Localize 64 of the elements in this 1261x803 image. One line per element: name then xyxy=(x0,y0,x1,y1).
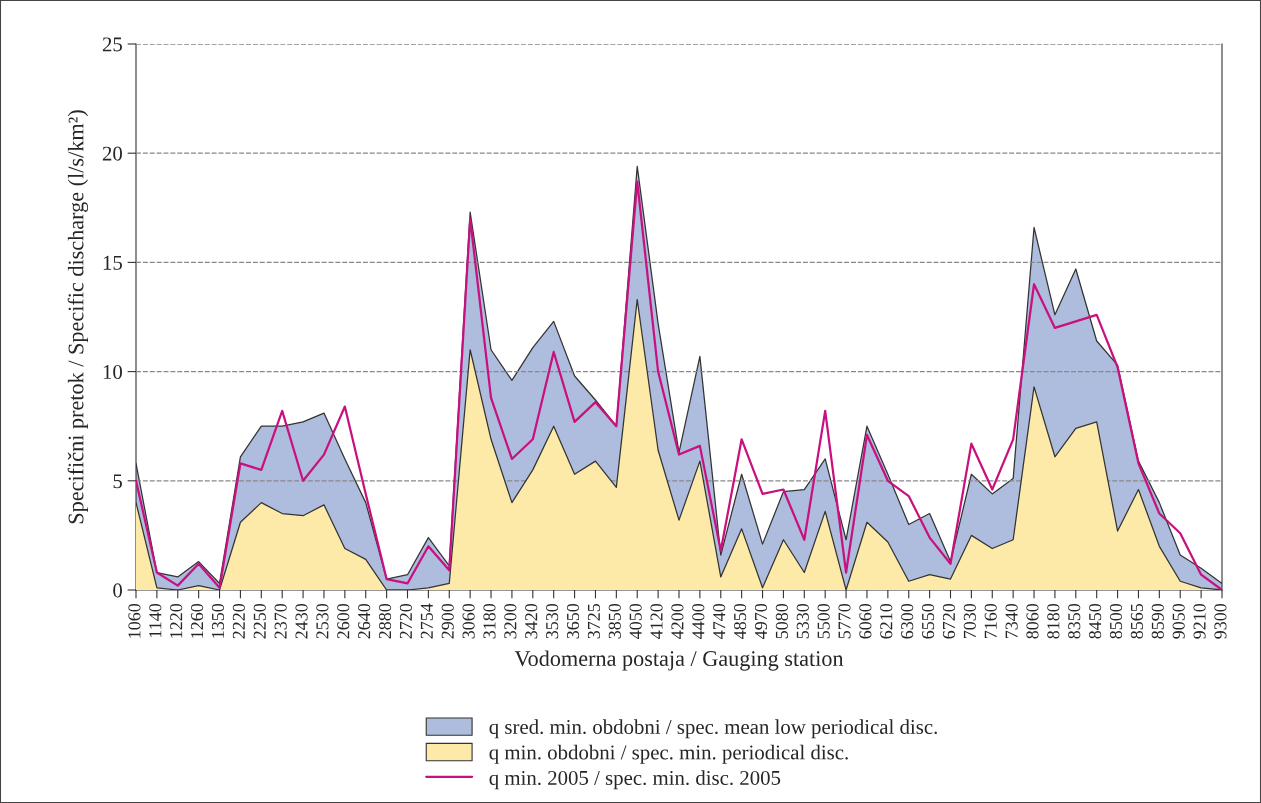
x-tick-label: 3420 xyxy=(525,603,538,639)
x-tick-label: 5770 xyxy=(838,603,851,639)
x-tick-label: 3650 xyxy=(566,603,580,639)
x-tick-label: 6550 xyxy=(921,603,935,639)
x-tick-label: 1260 xyxy=(190,603,204,638)
x-tick-label: 4400 xyxy=(692,603,705,639)
y-tick-label: 5 xyxy=(113,474,122,489)
x-tick-label: 3530 xyxy=(546,603,559,639)
x-tick-label: 2430 xyxy=(295,603,308,639)
x-tick-label: 7030 xyxy=(963,603,976,639)
x-tick-label: 8500 xyxy=(1109,603,1123,639)
x-tick-label: 8350 xyxy=(1068,603,1081,639)
x-tick-label: 2250 xyxy=(253,603,266,639)
x-tick-label: 4740 xyxy=(713,603,726,639)
x-tick-label: 9210 xyxy=(1193,603,1206,639)
x-tick-label: 2900 xyxy=(441,603,454,639)
x-tick-label: 2640 xyxy=(358,603,371,639)
y-axis-title: Specifični pretok / Specific discharge (l/s/km²) xyxy=(67,110,89,524)
x-tick-label: 9050 xyxy=(1172,603,1185,639)
legend-label: q min. obdobni / spec. min. periodical disc. xyxy=(489,744,848,764)
x-tick-label: 2600 xyxy=(337,603,350,639)
x-tick-label: 3725 xyxy=(587,603,600,639)
x-tick-label: 4850 xyxy=(733,603,747,639)
x-tick-label: 8060 xyxy=(1026,603,1039,639)
x-tick-label: 8180 xyxy=(1047,603,1060,639)
x-tick-label: 5330 xyxy=(796,603,809,639)
y-tick-label: 0 xyxy=(113,583,123,598)
legend-label: q min. 2005 / spec. min. disc. 2005 xyxy=(489,770,781,790)
x-tick-label: 1220 xyxy=(170,603,183,638)
x-tick-label: 8450 xyxy=(1089,603,1102,639)
y-tick-label: 10 xyxy=(103,364,123,380)
x-tick-label: 7160 xyxy=(984,603,997,639)
x-tick-label: 2754 xyxy=(420,603,433,639)
x-tick-label: 3180 xyxy=(483,603,496,639)
y-tick-label: 15 xyxy=(103,255,122,270)
x-tick-label: 2880 xyxy=(378,603,392,639)
x-tick-label: 5500 xyxy=(817,603,830,639)
legend-label: q sred. min. obdobni / spec. mean low periodical disc. xyxy=(489,719,937,739)
x-tick-label: 4120 xyxy=(650,603,663,639)
x-tick-label: 5080 xyxy=(775,603,788,639)
x-tick-label: 8590 xyxy=(1151,603,1164,639)
y-tick-label: 20 xyxy=(102,146,123,161)
x-tick-label: 9300 xyxy=(1214,603,1227,639)
x-tick-label: 3200 xyxy=(504,603,517,639)
y-tick-label: 25 xyxy=(102,37,122,52)
x-tick-label: 1140 xyxy=(149,603,162,638)
x-tick-label: 4970 xyxy=(754,603,768,639)
x-tick-label: 6060 xyxy=(859,603,872,639)
x-tick-label: 1350 xyxy=(211,603,225,638)
x-tick-label: 7340 xyxy=(1005,603,1018,639)
x-tick-label: 2220 xyxy=(232,603,245,639)
x-tick-label: 1060 xyxy=(128,603,141,638)
x-tick-label: 4050 xyxy=(629,603,642,639)
x-tick-label: 2530 xyxy=(316,603,329,639)
x-tick-label: 6210 xyxy=(880,603,893,639)
x-tick-label: 6720 xyxy=(942,603,956,639)
x-tick-label: 8565 xyxy=(1130,603,1143,639)
x-tick-label: 2370 xyxy=(274,603,287,639)
x-tick-label: 3850 xyxy=(608,603,621,639)
x-axis-title: Vodomerna postaja / Gauging station xyxy=(514,650,844,671)
x-tick-label: 2720 xyxy=(399,603,413,639)
x-tick-label: 3060 xyxy=(462,603,475,639)
x-tick-label: 6300 xyxy=(901,603,914,639)
x-tick-label: 4200 xyxy=(671,603,684,639)
